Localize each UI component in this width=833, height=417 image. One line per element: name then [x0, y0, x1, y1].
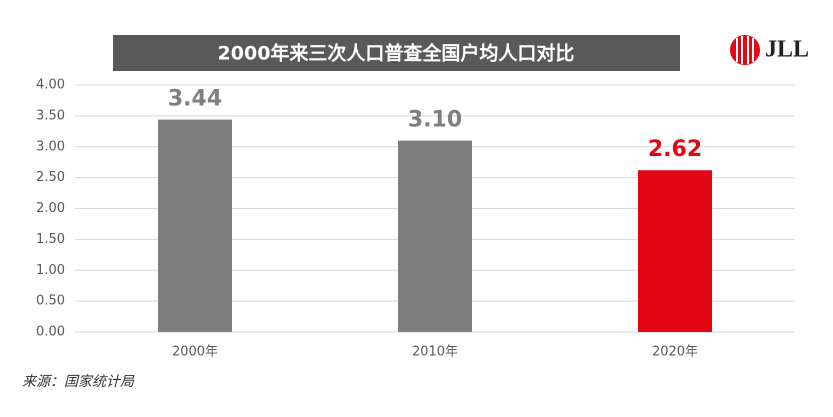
x-tick-label: 2010年 — [412, 345, 458, 360]
source: 来源：国家统计局 — [22, 374, 135, 390]
y-tick-label: 0.50 — [36, 294, 65, 309]
bar — [398, 140, 472, 332]
y-tick-label: 1.00 — [36, 263, 65, 278]
y-tick-label: 2.00 — [36, 201, 65, 216]
bar — [638, 170, 712, 332]
y-tick-label: 3.00 — [36, 139, 65, 154]
y-tick-label: 4.00 — [36, 78, 65, 93]
value-label: 2.62 — [648, 137, 702, 162]
y-tick-label: 0.00 — [36, 325, 65, 340]
x-tick-label: 2020年 — [652, 345, 698, 360]
value-label: 3.10 — [408, 108, 462, 133]
x-tick-label: 2000年 — [172, 345, 218, 360]
logo-lines — [736, 36, 754, 64]
bar — [158, 119, 232, 332]
y-tick-label: 1.50 — [36, 232, 65, 247]
logo-mark — [730, 35, 760, 65]
logo: JLL — [730, 35, 809, 65]
y-tick-label: 2.50 — [36, 170, 65, 185]
y-tick-label: 3.50 — [36, 108, 65, 123]
title-banner — [113, 35, 680, 71]
value-label: 3.44 — [168, 87, 222, 112]
chart-title: 2000年来三次人口普查全国户均人口对比 — [218, 42, 575, 65]
logo-text: JLL — [765, 37, 809, 63]
